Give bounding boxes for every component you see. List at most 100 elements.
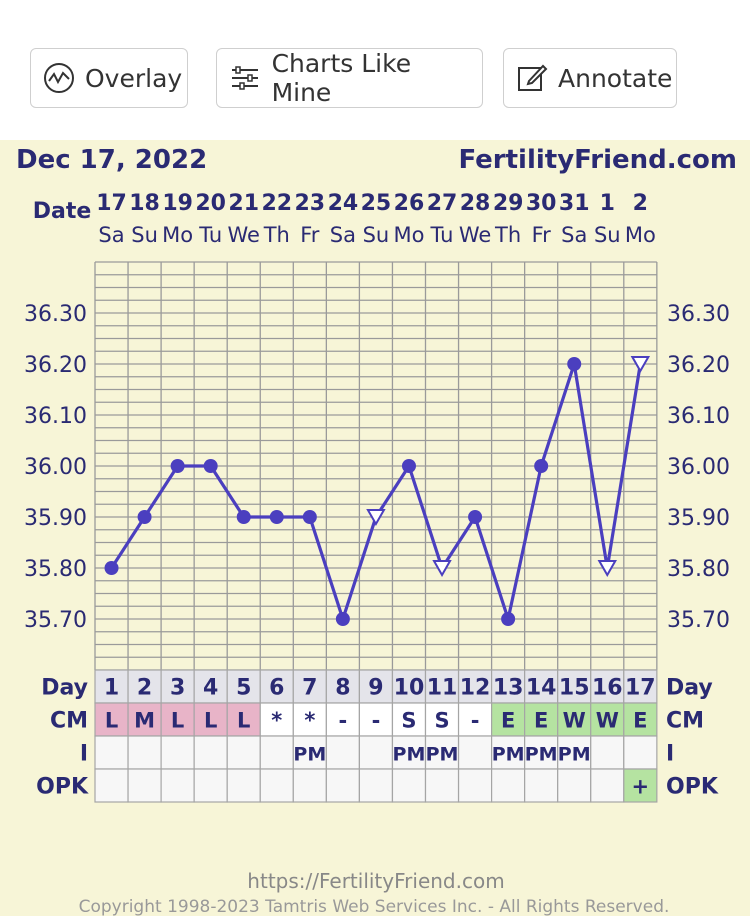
y-tick-label-right: 35.80 [667, 557, 730, 582]
i-value: PM [558, 744, 591, 766]
day-value: 17 [625, 676, 656, 701]
overlay-button[interactable]: Overlay [30, 48, 188, 108]
day-cell [457, 669, 493, 704]
weekday-label: Tu [198, 223, 222, 247]
temperature-point [269, 510, 284, 524]
weekday-label: Mo [162, 223, 193, 247]
date-number: 27 [427, 191, 458, 216]
date-number: 23 [295, 191, 326, 216]
i-cell [524, 735, 559, 770]
date-number: 18 [129, 191, 160, 216]
temperature-point [335, 612, 350, 626]
charts-like-mine-button[interactable]: Charts Like Mine [216, 48, 483, 108]
date-number: 1 [600, 191, 615, 216]
cm-value: E [501, 709, 515, 733]
opk-cell [524, 768, 559, 803]
i-cell [292, 735, 327, 770]
day-value: 7 [302, 676, 317, 701]
y-tick-label-left: 35.70 [24, 608, 87, 633]
row-label-cm-right: CM [666, 709, 704, 734]
weekday-label: We [459, 223, 491, 247]
day-value: 10 [394, 676, 425, 701]
y-axis: 36.30 36.30 36.20 36.20 36.10 36.10 36.00 36.00… [24, 302, 730, 633]
opk-cell [292, 768, 327, 803]
opk-cell [424, 768, 460, 803]
i-cell [160, 735, 195, 770]
weekday-label: Tu [430, 223, 454, 247]
temperature-point [534, 459, 549, 473]
cm-value: L [237, 709, 250, 733]
day-value: 14 [526, 676, 557, 701]
i-cell [325, 735, 361, 770]
weekday-label: Fr [532, 223, 552, 247]
y-tick-label-right: 35.90 [667, 506, 730, 531]
opk-cell [325, 768, 361, 803]
date-number: 25 [361, 191, 392, 216]
day-value: 16 [592, 676, 623, 701]
day-value: 15 [559, 676, 590, 701]
day-value: 5 [236, 676, 251, 701]
y-tick-label-right: 36.30 [667, 302, 730, 327]
weekday-label: Sa [98, 223, 124, 247]
opk-cell [557, 768, 592, 803]
fertility-chart: Dec 17, 2022 FertilityFriend.com Date 17… [0, 140, 750, 916]
y-tick-label-left: 36.10 [24, 404, 87, 429]
opk-cell [358, 768, 394, 803]
row-label-day-right: Day [666, 676, 713, 701]
date-number: 19 [162, 191, 193, 216]
day-value: 8 [335, 676, 350, 701]
chart-date-title: Dec 17, 2022 [16, 145, 207, 175]
weekday-label: Mo [393, 223, 424, 247]
date-number: 17 [96, 191, 127, 216]
opk-cell [226, 768, 261, 803]
opk-cell [94, 768, 129, 803]
weekday-label: Sa [330, 223, 356, 247]
opk-cell [259, 768, 294, 803]
date-number: 20 [195, 191, 226, 216]
cm-value: L [171, 709, 184, 733]
opk-cell [623, 768, 658, 803]
i-value: PM [492, 744, 525, 766]
i-cell [226, 735, 261, 770]
i-value: PM [525, 744, 558, 766]
temperature-point-open [630, 356, 651, 374]
i-cell [94, 735, 129, 770]
i-cell [457, 735, 493, 770]
temperature-point [104, 561, 119, 575]
edit-icon [516, 61, 548, 95]
day-value: 12 [460, 676, 491, 701]
i-cell [557, 735, 592, 770]
overlay-label: Overlay [85, 63, 183, 93]
i-cell [193, 735, 228, 770]
chart-svg: Dec 17, 2022 FertilityFriend.com Date 17… [16, 145, 737, 916]
toolbar: Overlay Charts Like Mine Annotate [0, 0, 750, 140]
temperature-point [401, 459, 416, 473]
cm-value: L [204, 709, 217, 733]
temperature-point [468, 510, 483, 524]
temperature-series [104, 356, 651, 626]
opk-cell [391, 768, 427, 803]
weekday-label: Th [494, 223, 521, 247]
day-cell [259, 669, 294, 704]
cm-value: - [471, 709, 480, 733]
row-label-opk-left: OPK [36, 775, 89, 800]
temperature-point-open [432, 560, 452, 578]
i-cell [358, 735, 394, 770]
y-tick-label-right: 36.10 [667, 404, 730, 429]
sliders-icon [229, 61, 262, 95]
date-number: 28 [460, 191, 491, 216]
date-number: 24 [328, 191, 359, 216]
temperature-point-open [597, 560, 617, 578]
i-cell [127, 735, 162, 770]
temperature-point [302, 510, 317, 524]
y-tick-label-left: 36.00 [24, 455, 87, 480]
day-value: 6 [269, 676, 284, 701]
day-value: 4 [203, 676, 218, 701]
date-number: 31 [559, 191, 590, 216]
i-cell [424, 735, 460, 770]
annotate-button[interactable]: Annotate [503, 48, 677, 108]
opk-cell [590, 768, 625, 803]
cm-value: - [339, 709, 348, 733]
weekday-label: Su [363, 223, 390, 247]
